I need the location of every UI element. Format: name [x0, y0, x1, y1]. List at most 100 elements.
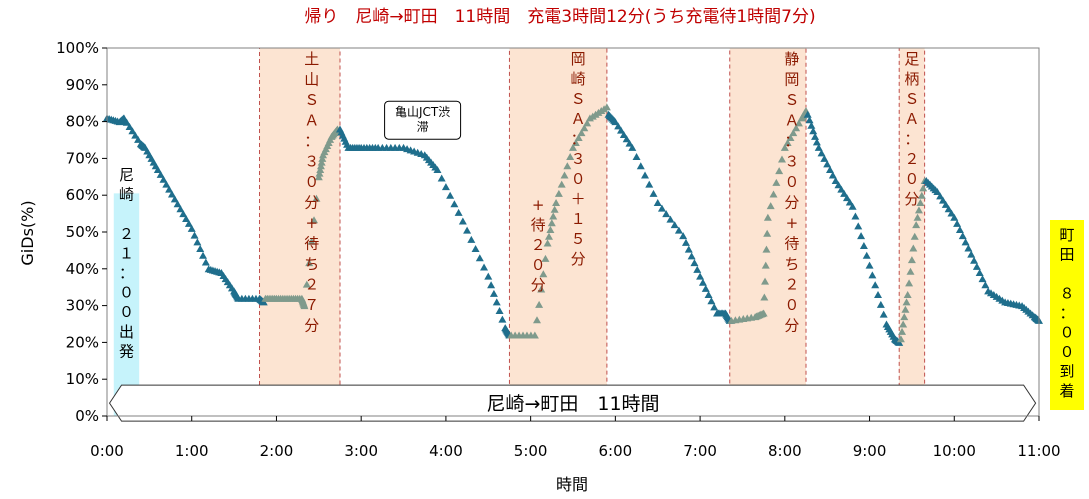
band-label: ０: [784, 173, 799, 191]
start-label: 出: [119, 323, 134, 341]
end-label: 町: [1059, 226, 1074, 244]
start-label: [119, 205, 134, 223]
data-point: [912, 221, 921, 229]
data-point-trail: [862, 251, 871, 259]
y-tick-label: 90%: [66, 76, 99, 94]
band-label: ３: [784, 153, 799, 171]
charge-band: [259, 47, 341, 417]
data-point-trail: [766, 202, 775, 210]
data-point: [848, 202, 857, 210]
x-tick-label: 11:00: [1017, 442, 1060, 460]
start-label: ：: [119, 264, 134, 282]
y-tick-label: 30%: [66, 297, 99, 315]
x-tick-label: 7:00: [683, 442, 717, 460]
band-label: +: [532, 196, 545, 214]
band-label: ０: [304, 173, 319, 191]
data-point-trail: [906, 267, 915, 275]
data-point-trail: [941, 200, 950, 208]
data-point-trail: [190, 231, 199, 239]
start-label: 尼: [119, 166, 134, 184]
data-point-trail: [874, 291, 883, 299]
data-point-trail: [947, 209, 956, 217]
data-point-trail: [666, 215, 675, 223]
data-point: [653, 199, 662, 207]
data-point-trail: [614, 122, 623, 130]
data-point: [696, 272, 705, 280]
band-label: Ｓ: [571, 90, 586, 108]
data-point-trail: [532, 316, 541, 324]
data-point-trail: [299, 300, 308, 308]
x-tick-label: 10:00: [933, 442, 976, 460]
band-label: ２: [304, 276, 319, 294]
data-point-trail: [859, 241, 868, 249]
y-tick-label: 50%: [66, 223, 99, 241]
data-points: [103, 103, 1043, 346]
band-label: 分: [784, 194, 799, 212]
data-point-trail: [905, 279, 914, 287]
band-label: 分: [531, 276, 546, 294]
data-point: [484, 272, 493, 280]
data-point-trail: [326, 135, 335, 143]
data-point-trail: [871, 281, 880, 289]
data-point-trail: [783, 138, 792, 146]
data-point-trail: [761, 277, 770, 285]
end-label: 田: [1059, 246, 1074, 264]
data-point: [763, 213, 772, 221]
y-tick-label: 20%: [66, 333, 99, 351]
data-point-trail: [162, 180, 171, 188]
data-point-trail: [938, 196, 947, 204]
data-point-trail: [910, 232, 919, 240]
data-point-trail: [318, 154, 327, 162]
start-label: 発: [119, 342, 134, 360]
band-label: 待: [531, 216, 546, 234]
band-label: 柄: [904, 70, 919, 88]
data-point-trail: [489, 289, 498, 297]
data-point: [896, 335, 905, 343]
data-point-trail: [1015, 301, 1024, 309]
route-banner-text: 尼崎→町田 11時間: [486, 393, 659, 415]
x-tick-label: 3:00: [344, 442, 378, 460]
data-point-trail: [916, 199, 925, 207]
data-point-trail: [176, 205, 185, 213]
data-point: [628, 143, 637, 151]
band-label: Ｓ: [904, 90, 919, 108]
band-label: ２: [531, 236, 546, 254]
chart-title: 帰り 尼崎→町田 11時間 充電3時間12分(うち充電待1時間7分): [304, 7, 815, 27]
data-point-trail: [310, 216, 319, 224]
band-label: ：: [571, 130, 586, 148]
data-point-trail: [953, 219, 962, 227]
data-point: [170, 195, 179, 203]
data-point-trail: [125, 123, 134, 131]
data-point-trail: [305, 259, 314, 267]
band-label: ０: [784, 296, 799, 314]
data-point-trail: [151, 162, 160, 170]
data-point-trail: [617, 126, 626, 134]
data-point-trail: [1034, 316, 1043, 324]
data-point-trail: [792, 124, 801, 132]
band-label: Ａ: [571, 110, 586, 128]
data-point-trail: [902, 298, 911, 306]
data-point-trail: [450, 200, 459, 208]
data-point-trail: [431, 163, 440, 171]
data-point-trail: [173, 200, 182, 208]
data-point-trail: [196, 245, 205, 253]
band-label: 分: [904, 190, 919, 208]
band-label: 山: [304, 71, 319, 89]
data-point-trail: [961, 238, 970, 246]
data-point-trail: [316, 165, 325, 173]
data-point-trail: [574, 134, 583, 142]
y-tick-label: 10%: [66, 370, 99, 388]
band-label: １: [571, 210, 586, 228]
data-point: [153, 165, 162, 173]
band-label: 待: [304, 235, 319, 253]
data-point-trail: [131, 131, 140, 139]
data-point-trail: [809, 127, 818, 135]
data-point-trail: [580, 124, 589, 132]
data-point-trail: [811, 132, 820, 140]
end-box: [1050, 220, 1084, 410]
start-box: [113, 193, 140, 416]
data-point-trail: [636, 162, 645, 170]
band-label: Ａ: [304, 112, 319, 130]
data-point-trail: [840, 189, 849, 197]
data-point-trail: [610, 116, 619, 124]
